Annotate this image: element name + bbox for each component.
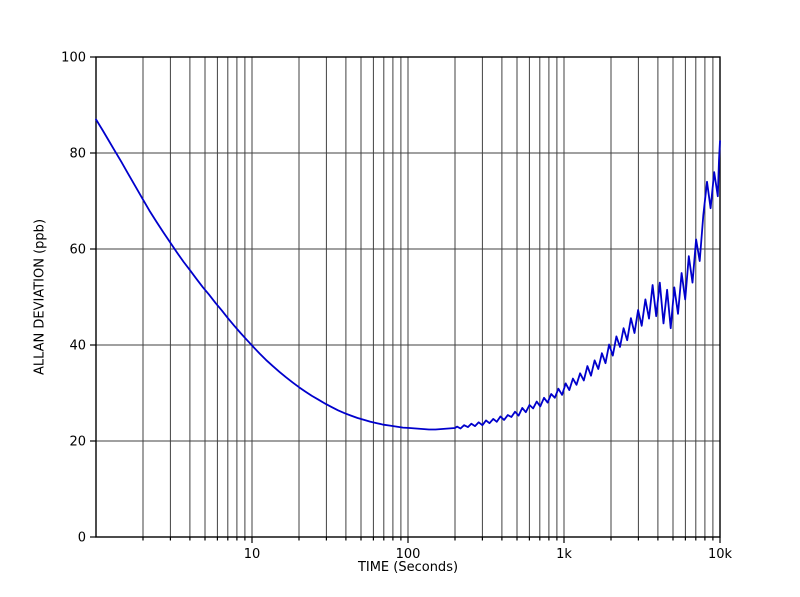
- y-axis-label: ALLAN DEVIATION (ppb): [32, 218, 48, 376]
- y-tick-label: 60: [69, 243, 86, 258]
- plot-border: [95, 56, 721, 538]
- x-tick-label: 100: [396, 547, 421, 562]
- tick-labels: 10 100 1k 10k 0 20 40 60 80 100: [61, 51, 732, 563]
- x-tick-label: 10: [244, 547, 261, 562]
- x-axis-label: TIME (Seconds): [357, 560, 459, 575]
- data-line: [95, 118, 721, 431]
- x-tick-label: 1k: [556, 547, 572, 562]
- y-tick-label: 100: [61, 51, 86, 66]
- y-tick-label: 0: [78, 531, 86, 546]
- y-tick-label: 80: [69, 147, 86, 162]
- y-tick-label: 20: [69, 435, 86, 450]
- tick-marks: [90, 56, 721, 543]
- x-tick-label: 10k: [708, 547, 733, 562]
- gridlines: [96, 57, 720, 537]
- y-tick-label: 40: [69, 339, 86, 354]
